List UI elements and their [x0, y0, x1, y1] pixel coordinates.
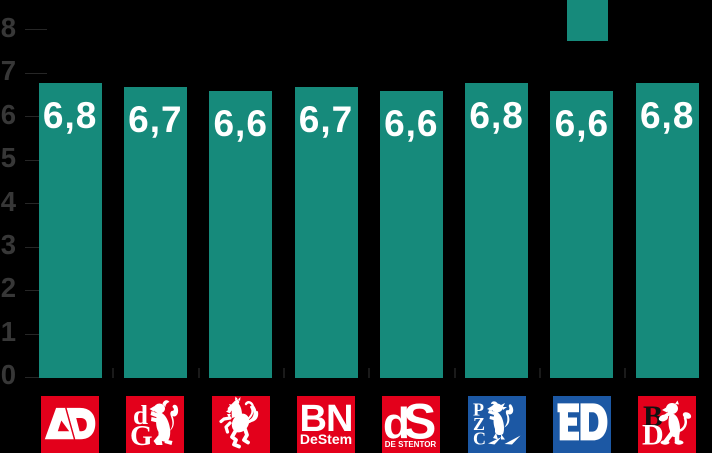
- svg-text:D: D: [642, 419, 664, 452]
- svg-text:C: C: [473, 429, 486, 449]
- svg-text:DeStem: DeStem: [300, 431, 352, 447]
- svg-text:DE STENTOR: DE STENTOR: [385, 440, 437, 449]
- svg-text:d: d: [383, 399, 410, 448]
- svg-text:Z: Z: [473, 414, 485, 434]
- svg-text:S: S: [403, 396, 436, 450]
- svg-text:G: G: [130, 420, 153, 452]
- svg-text:d: d: [133, 400, 148, 430]
- svg-text:BN: BN: [300, 398, 353, 440]
- svg-text:P: P: [473, 400, 484, 420]
- svg-text:B: B: [643, 400, 663, 433]
